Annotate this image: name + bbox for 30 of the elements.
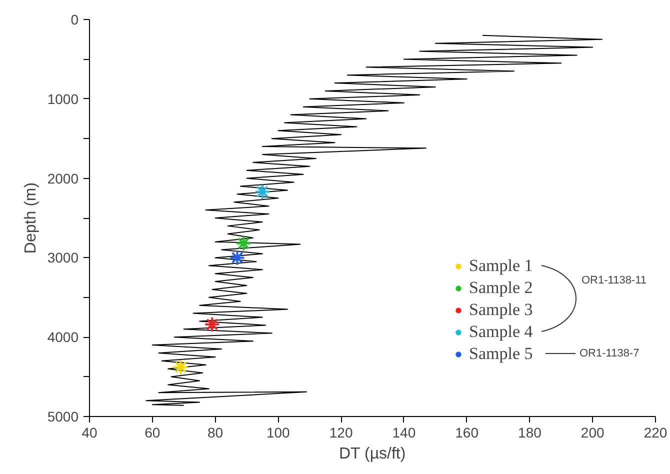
x-axis-title: DT (µs/ft) (339, 446, 406, 462)
point (204, 316, 220, 332)
point (229, 250, 246, 266)
legend-label: Sample 5 (469, 344, 533, 364)
y-tick-label: 4000 (47, 329, 79, 346)
legend-label: Sample 2 (469, 278, 533, 298)
x-tick-label: 220 (644, 424, 668, 440)
annotation: OR1-1138-11 (582, 274, 647, 286)
x-tick-label: 200 (580, 424, 605, 440)
y-tick-label: 1000 (47, 90, 79, 107)
y-tick-label: 0 (70, 12, 79, 28)
y-tick-label: 2000 (47, 170, 79, 186)
x-tick-label: 100 (266, 424, 290, 440)
point (172, 359, 189, 376)
legend-label: Sample 3 (469, 300, 533, 320)
x-tick-label: 120 (329, 424, 353, 440)
annotation: OR1-1138-7 (580, 348, 640, 360)
y-tick-label: 3000 (47, 250, 79, 266)
legend-label: Sample 4 (469, 322, 533, 342)
legend-label: Sample 1 (469, 256, 533, 276)
point (254, 184, 270, 200)
x-tick-label: 60 (144, 424, 160, 440)
point (236, 235, 252, 252)
y-tick-label: 5000 (47, 408, 79, 424)
x-tick-label: 140 (392, 424, 416, 440)
x-tick-label: 80 (207, 424, 224, 440)
x-tick-label: 160 (455, 424, 479, 440)
x-tick-label: 40 (82, 424, 98, 440)
y-axis-title: Depth (m) (22, 182, 40, 254)
x-tick-label: 180 (518, 424, 542, 440)
